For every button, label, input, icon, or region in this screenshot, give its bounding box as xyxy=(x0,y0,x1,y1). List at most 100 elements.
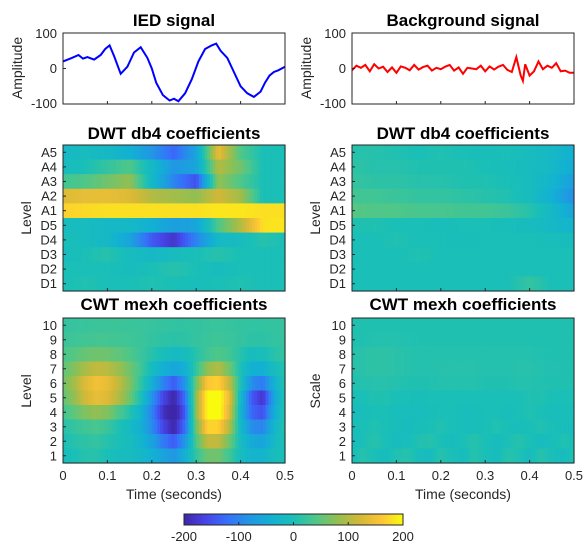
heatmap-cell xyxy=(524,405,528,421)
heatmap-cell xyxy=(396,145,400,161)
heatmap-cell xyxy=(187,405,192,421)
heatmap-cell xyxy=(562,261,567,277)
heatmap-cell xyxy=(201,448,206,464)
heatmap-cell xyxy=(479,188,484,204)
background-signal-line xyxy=(352,53,574,85)
heatmap-cell xyxy=(187,376,192,392)
heatmap-cell xyxy=(532,434,536,450)
heatmap-cell xyxy=(446,347,450,363)
heatmap-cell xyxy=(457,376,461,392)
heatmap-cell xyxy=(449,434,453,450)
heatmap-cell xyxy=(276,434,281,450)
heatmap-cell xyxy=(438,448,442,464)
heatmap-cell xyxy=(93,376,97,392)
heatmap-cell xyxy=(124,332,128,348)
heatmap-cell xyxy=(110,332,114,348)
heatmap-cell xyxy=(157,448,161,464)
heatmap-cell xyxy=(157,218,161,234)
heatmap-cell xyxy=(371,448,375,464)
heatmap-cell xyxy=(432,232,436,248)
heatmap-cell xyxy=(404,318,409,334)
heatmap-cell xyxy=(540,247,545,263)
heatmap-cell xyxy=(210,419,214,435)
heatmap-cell xyxy=(132,361,136,377)
heatmap-cell xyxy=(282,203,286,219)
heatmap-cell xyxy=(212,188,217,204)
heatmap-cell xyxy=(512,361,517,377)
heatmap-cell xyxy=(157,174,161,190)
heatmap-cell xyxy=(176,390,181,406)
heatmap-cell xyxy=(110,390,114,406)
heatmap-cell xyxy=(279,390,283,406)
heatmap-cell xyxy=(223,361,228,377)
heatmap-cell xyxy=(451,174,456,190)
heatmap-cell xyxy=(457,347,461,363)
heatmap-cell xyxy=(135,390,139,406)
heatmap-cell xyxy=(396,434,400,450)
heatmap-cell xyxy=(429,261,434,277)
heatmap-cell xyxy=(101,405,106,421)
heatmap-cell xyxy=(129,390,133,406)
heatmap-cell xyxy=(273,159,278,175)
heatmap-cell xyxy=(79,448,84,464)
heatmap-cell xyxy=(546,405,550,421)
heatmap-cell xyxy=(93,419,97,435)
heatmap-cell xyxy=(510,145,514,161)
heatmap-cell xyxy=(243,361,247,377)
heatmap-cell xyxy=(421,318,425,334)
heatmap-cell xyxy=(118,318,122,334)
ylabel-cwt-ied: Level xyxy=(18,374,34,407)
heatmap-cell xyxy=(271,419,275,435)
heatmap-cell xyxy=(135,448,139,464)
heatmap-cell xyxy=(476,232,481,248)
heatmap-cell xyxy=(382,247,386,263)
heatmap-cell xyxy=(160,390,164,406)
heatmap-cell xyxy=(432,261,436,277)
row-label: 2 xyxy=(339,434,346,449)
ytick-ied-minus100: -100 xyxy=(31,96,57,111)
heatmap-cell xyxy=(546,232,550,248)
heatmap-cell xyxy=(179,332,183,348)
heatmap-cell xyxy=(393,361,398,377)
heatmap-cell xyxy=(210,159,214,175)
heatmap-cell xyxy=(118,376,122,392)
heatmap-cell xyxy=(207,232,211,248)
heatmap-cell xyxy=(551,232,556,248)
heatmap-cell xyxy=(279,318,283,334)
heatmap-cell xyxy=(162,448,167,464)
heatmap-cell xyxy=(535,159,539,175)
heatmap-cell xyxy=(246,247,250,263)
heatmap-cell xyxy=(126,390,131,406)
heatmap-cell xyxy=(460,347,464,363)
heatmap-cell xyxy=(535,332,539,348)
heatmap-cell xyxy=(115,261,120,277)
heatmap-cell xyxy=(198,390,203,406)
heatmap-cell xyxy=(79,332,84,348)
heatmap-cell xyxy=(112,318,117,334)
heatmap-cell xyxy=(140,218,145,234)
heatmap-cell xyxy=(118,332,122,348)
heatmap-cell xyxy=(215,390,220,406)
heatmap-cell xyxy=(176,419,181,435)
heatmap-cell xyxy=(107,145,111,161)
heatmap-cell xyxy=(115,405,120,421)
heatmap-cell xyxy=(143,361,147,377)
heatmap-cell xyxy=(126,188,131,204)
heatmap-cell xyxy=(226,347,231,363)
heatmap-cell xyxy=(174,261,178,277)
heatmap-cell xyxy=(415,203,420,219)
heatmap-cell xyxy=(76,276,81,292)
heatmap-cell xyxy=(279,261,283,277)
heatmap-cell xyxy=(557,247,561,263)
heatmap-cell xyxy=(207,174,211,190)
heatmap-cell xyxy=(237,218,242,234)
heatmap-cell xyxy=(190,232,195,248)
heatmap-cell xyxy=(388,276,392,292)
heatmap-cell xyxy=(223,434,228,450)
heatmap-cell xyxy=(104,174,109,190)
heatmap-cell xyxy=(273,174,278,190)
row-label: A2 xyxy=(41,189,57,204)
row-label: A3 xyxy=(330,174,346,189)
heatmap-cell xyxy=(432,247,436,263)
heatmap-cell xyxy=(426,376,431,392)
